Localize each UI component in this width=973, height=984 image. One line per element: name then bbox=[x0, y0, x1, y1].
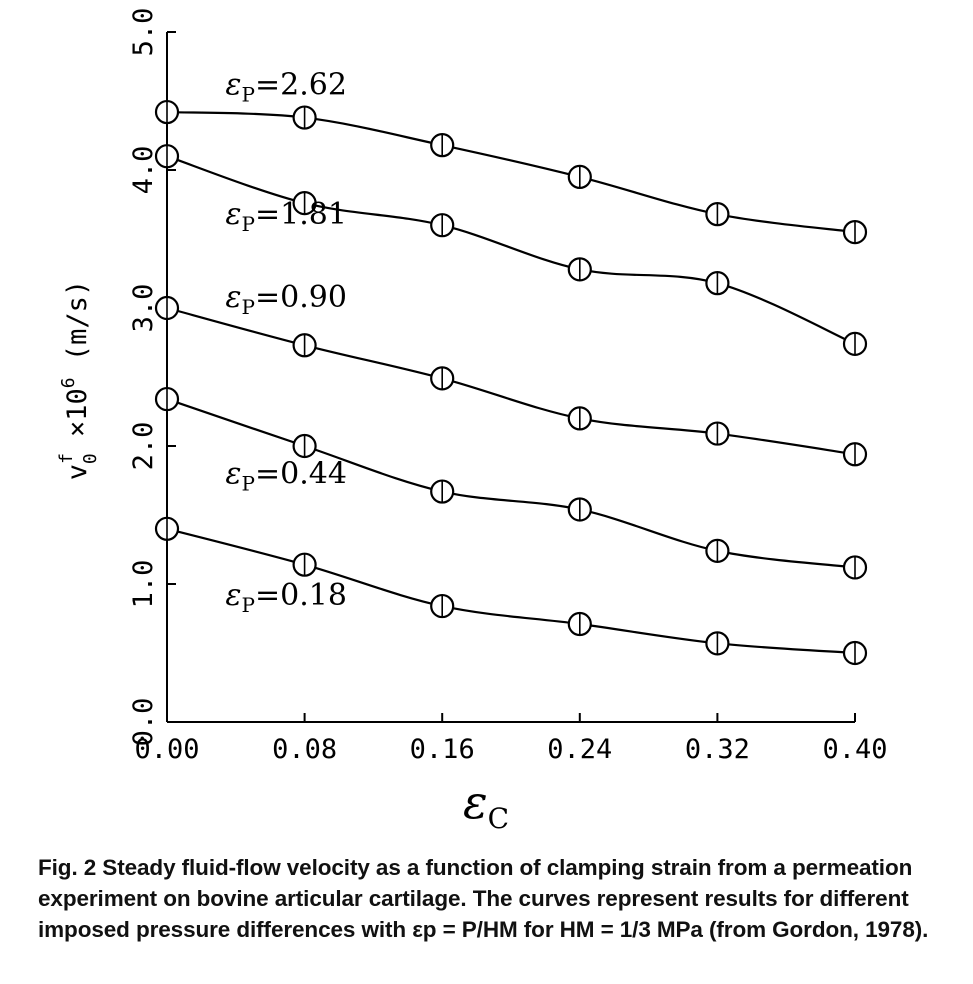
data-point bbox=[154, 99, 180, 125]
y-tick-label: 2.0 bbox=[128, 422, 159, 471]
data-point bbox=[705, 421, 730, 446]
x-tick-label: 0.24 bbox=[547, 734, 612, 765]
y-tick-label: 3.0 bbox=[128, 284, 159, 333]
data-point bbox=[567, 257, 592, 282]
data-point bbox=[154, 516, 180, 541]
data-point bbox=[292, 552, 317, 577]
series-label: εP=1.81 bbox=[225, 197, 347, 236]
series-label: εP=0.44 bbox=[225, 457, 347, 496]
data-point bbox=[154, 295, 180, 321]
series-line bbox=[166, 110, 856, 234]
data-point bbox=[567, 611, 592, 637]
series-label: εP=0.18 bbox=[225, 578, 347, 617]
data-point bbox=[292, 333, 317, 358]
series-line bbox=[166, 306, 856, 456]
axes: 0.00 0.08 0.16 0.24 0.32 0.40 0.0 1.0 2.0 3.0 4.0 5… bbox=[56, 8, 888, 835]
series-label: εP=2.62 bbox=[225, 67, 347, 106]
data-point bbox=[567, 497, 592, 522]
data-point bbox=[430, 593, 455, 619]
data-point bbox=[154, 386, 180, 412]
data-point bbox=[705, 631, 730, 656]
data-point bbox=[842, 640, 868, 666]
data-point bbox=[154, 144, 180, 169]
chart: 0.00 0.08 0.16 0.24 0.32 0.40 0.0 1.0 2.0 3.0 4.0 5… bbox=[56, 8, 888, 835]
data-point bbox=[567, 406, 592, 431]
data-point bbox=[705, 202, 730, 227]
series-group bbox=[154, 99, 868, 666]
x-tick-label: 0.16 bbox=[410, 734, 475, 765]
data-point bbox=[705, 538, 730, 563]
data-point bbox=[430, 479, 455, 504]
y-tick-label: 4.0 bbox=[128, 146, 159, 195]
series-label: εP=0.90 bbox=[225, 280, 347, 319]
figure-caption: Fig. 2 Steady fluid-flow velocity as a f… bbox=[38, 855, 929, 942]
data-point bbox=[842, 220, 868, 245]
x-tick-label: 0.08 bbox=[272, 734, 337, 765]
x-tick-label: 0.40 bbox=[822, 734, 887, 765]
data-point bbox=[292, 191, 317, 216]
x-axis-title: εC bbox=[463, 775, 509, 835]
data-point bbox=[292, 105, 317, 130]
series-labels: εP=2.62 εP=1.81 εP=0.90 εP=0.44 εP=0.18 bbox=[225, 67, 347, 617]
y-tick-label: 5.0 bbox=[128, 8, 159, 57]
data-point bbox=[705, 271, 730, 296]
data-point bbox=[842, 555, 868, 580]
data-point bbox=[430, 213, 455, 238]
data-point bbox=[842, 442, 868, 467]
y-axis-title: vf 0 ×106 (m/s) bbox=[56, 280, 101, 480]
series-line bbox=[166, 155, 856, 345]
data-point bbox=[842, 331, 868, 356]
y-tick-label: 0.0 bbox=[128, 698, 159, 747]
data-point bbox=[430, 133, 455, 158]
x-tick-label: 0.32 bbox=[685, 734, 750, 765]
x-tick-label: 0.00 bbox=[134, 734, 199, 765]
data-point bbox=[292, 433, 317, 459]
data-point bbox=[567, 164, 592, 189]
y-tick-label: 1.0 bbox=[128, 560, 159, 609]
series-line bbox=[166, 527, 856, 655]
data-point bbox=[430, 366, 455, 391]
